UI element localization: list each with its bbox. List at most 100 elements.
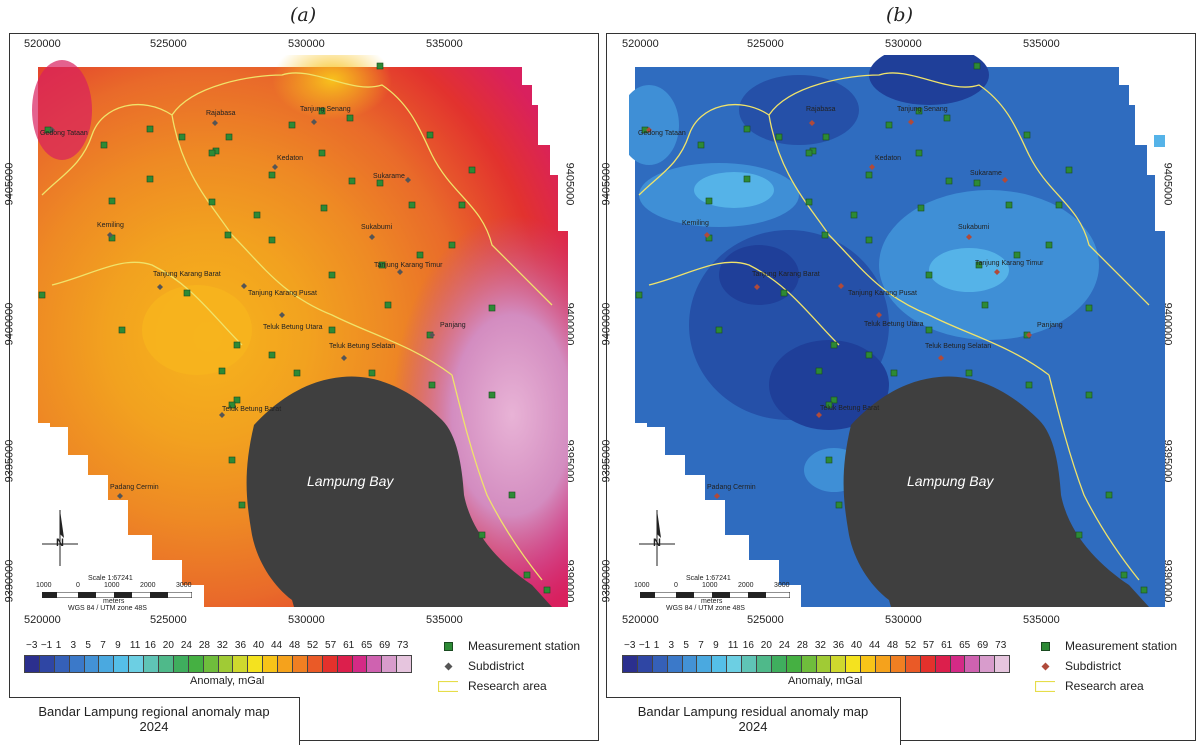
- legend-tick-label: 36: [832, 640, 845, 651]
- legend-color-swatch: [248, 656, 264, 672]
- measurement-station-marker: [108, 197, 116, 205]
- measurement-station-marker: [830, 396, 838, 404]
- measurement-station-marker: [743, 175, 751, 183]
- legend-tick-label: 40: [850, 640, 863, 651]
- legend-tick-label: 32: [216, 640, 228, 651]
- legend-color-swatch: [54, 656, 70, 672]
- legend-color-swatch: [950, 656, 966, 672]
- legend-tick-label: 48: [288, 640, 301, 651]
- legend-color-swatch: [397, 656, 412, 672]
- legend-color-swatch: [652, 656, 668, 672]
- measurement-station-marker: [468, 166, 476, 174]
- legend-color-swatch: [322, 656, 338, 672]
- subdistrict-marker: [405, 177, 411, 183]
- measurement-station-marker: [268, 236, 276, 244]
- measurement-station-marker: [233, 341, 241, 349]
- subdistrict-marker: [838, 283, 844, 289]
- legend-color-swatch: [623, 656, 638, 672]
- subdistrict-marker: [876, 312, 882, 318]
- easting-label: 520000: [24, 38, 61, 50]
- measurement-station-marker: [208, 149, 216, 157]
- easting-label: 535000: [426, 38, 463, 50]
- legend-color-swatch: [757, 656, 772, 672]
- scale-text: Scale 1:67241: [88, 575, 133, 582]
- subdistrict-label: Gedong Tataan: [40, 130, 88, 137]
- measurement-station-marker: [268, 351, 276, 359]
- legend-tick-label: 24: [180, 640, 192, 651]
- subdistrict-label: Sukarame: [373, 173, 405, 180]
- measurement-station-marker: [835, 501, 843, 509]
- subdistrict-label: Sukarame: [970, 170, 1002, 177]
- measurement-station-marker: [488, 304, 496, 312]
- northing-label: 9405000: [600, 162, 613, 206]
- measurement-station-marker: [218, 367, 226, 375]
- legend-tick-label: 7: [698, 640, 704, 651]
- legend-tick-label: 16: [144, 640, 156, 651]
- subdistrict-marker: [311, 119, 317, 125]
- measurement-station-marker: [318, 107, 326, 115]
- measurement-station-marker: [368, 369, 376, 377]
- legend-tick-label: 61: [941, 640, 953, 651]
- station-legend-label: Measurement station: [1065, 639, 1178, 653]
- measurement-station-marker: [775, 133, 783, 141]
- legend-title: Anomaly, mGal: [190, 675, 265, 687]
- legend-color-swatch: [263, 656, 279, 672]
- legend-color-swatch: [69, 656, 85, 672]
- subdistrict-marker: [809, 120, 815, 126]
- subdistrict-marker: [369, 234, 375, 240]
- legend-tick-label: −1: [40, 640, 53, 651]
- northing-label: 9405000: [3, 162, 16, 206]
- subdistrict-label: Tanjung Karang Timur: [975, 260, 1044, 267]
- legend-tick-label: 57: [923, 640, 935, 651]
- subdistrict-label: Kemiling: [97, 222, 124, 229]
- legend-color-swatch: [382, 656, 398, 672]
- measurement-station-marker: [228, 401, 236, 409]
- subdistrict-marker: [714, 493, 720, 499]
- legend-tick-label: 11: [727, 640, 739, 651]
- legend-tick-label: 52: [307, 640, 319, 651]
- residual-anomaly-map: [629, 55, 1165, 607]
- measurement-station-marker: [208, 198, 216, 206]
- legend-color-swatch: [742, 656, 758, 672]
- measurement-station-marker: [925, 271, 933, 279]
- measurement-station-marker: [981, 301, 989, 309]
- easting-label: 520000: [622, 38, 659, 50]
- measurement-station-marker: [378, 261, 386, 269]
- research-area-icon: [438, 680, 458, 692]
- subdistrict-label: Teluk Betung Barat: [820, 405, 880, 412]
- measurement-station-marker: [973, 179, 981, 187]
- measurement-station-marker: [890, 369, 898, 377]
- measurement-station-marker: [1013, 251, 1021, 259]
- map-title-box: Bandar Lampung regional anomaly map 2024: [9, 697, 300, 745]
- legend-color-swatch: [816, 656, 832, 672]
- north-arrow: [42, 510, 78, 566]
- subdistrict-label: Padang Cermin: [110, 484, 159, 491]
- legend-color-swatch: [352, 656, 368, 672]
- research-area-boundary: [41, 72, 553, 581]
- subdistrict-label: Sukabumi: [361, 224, 393, 231]
- subdistrict-label: Tanjung Karang Pusat: [848, 290, 917, 297]
- measurement-station-marker: [288, 121, 296, 129]
- legend-tick-label: 24: [778, 640, 790, 651]
- subdistrict-marker: [49, 127, 55, 133]
- subdistrict-marker: [646, 127, 652, 133]
- projection-text: WGS 84 / UTM zone 48S: [666, 605, 745, 612]
- subdistrict-marker: [241, 283, 247, 289]
- measurement-station-marker: [508, 491, 516, 499]
- legend-color-swatch: [727, 656, 743, 672]
- legend-tick-label: 5: [85, 640, 91, 651]
- measurement-station-marker: [293, 369, 301, 377]
- measurement-station-marker: [100, 141, 108, 149]
- legend-tick-label: 1: [55, 640, 62, 651]
- easting-label: 530000: [885, 38, 922, 50]
- easting-label: 535000: [426, 614, 463, 626]
- legend-tick-label: −3: [624, 640, 636, 651]
- measurement-station-marker: [1120, 571, 1128, 579]
- subdistrict-label: Padang Cermin: [707, 484, 756, 491]
- measurement-station-marker: [815, 367, 823, 375]
- measurement-station-marker: [915, 149, 923, 157]
- subdistrict-label: Sukabumi: [958, 224, 990, 231]
- subdistrict-marker: [117, 493, 123, 499]
- measurement-station-marker: [38, 291, 46, 299]
- northing-label: 9395000: [3, 439, 16, 483]
